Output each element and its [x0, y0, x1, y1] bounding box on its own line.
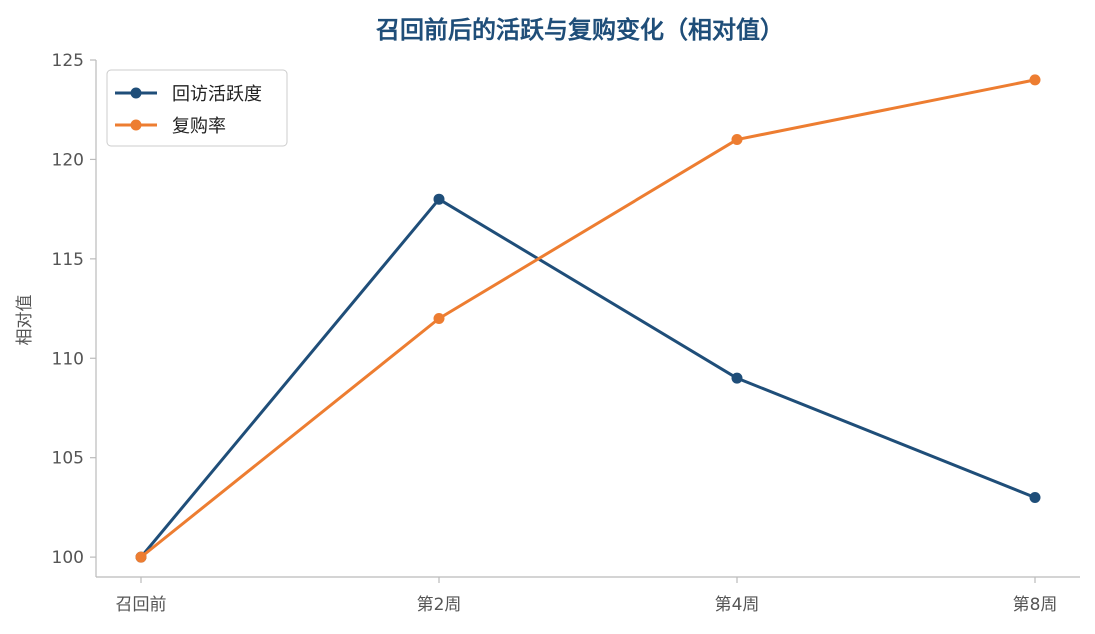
legend-box	[106, 69, 288, 147]
series-line	[139, 78, 1037, 559]
y-tick-label: 110	[52, 349, 84, 369]
y-tick-label: 100	[52, 548, 84, 568]
x-tick-label: 第8周	[1013, 595, 1058, 615]
x-tick-label: 第4周	[715, 595, 760, 615]
legend-label: 回访活跃度	[172, 84, 262, 105]
data-point	[731, 372, 743, 384]
data-point	[731, 134, 743, 146]
y-axis-label: 相对值	[15, 295, 35, 346]
data-point	[433, 193, 445, 205]
legend-item: 复购率	[115, 116, 226, 137]
series-2	[135, 74, 1041, 563]
series-layer	[135, 74, 1041, 563]
x-tick-label: 第2周	[417, 595, 462, 615]
y-tick-label: 105	[52, 449, 84, 469]
x-tick-label: 召回前	[116, 595, 167, 615]
y-tick-label: 120	[52, 150, 84, 170]
data-point	[135, 551, 147, 563]
legend-marker	[130, 87, 142, 99]
y-tick-label: 125	[52, 51, 84, 71]
series-1	[135, 193, 1041, 563]
legend-marker	[130, 119, 142, 131]
data-point	[1029, 491, 1041, 503]
y-tick-label: 115	[52, 250, 84, 270]
chart-title: 召回前后的活跃与复购变化（相对值）	[375, 16, 784, 44]
y-ticks: 100 105 110 115 120 125	[52, 51, 96, 568]
axes	[95, 60, 1080, 578]
x-ticks: 召回前 第2周 第4周 第8周	[116, 577, 1058, 615]
series-line	[139, 197, 1037, 559]
data-point	[433, 313, 445, 324]
data-point	[1029, 74, 1041, 86]
legend-label: 复购率	[172, 116, 226, 137]
legend-item: 回访活跃度	[115, 84, 262, 105]
